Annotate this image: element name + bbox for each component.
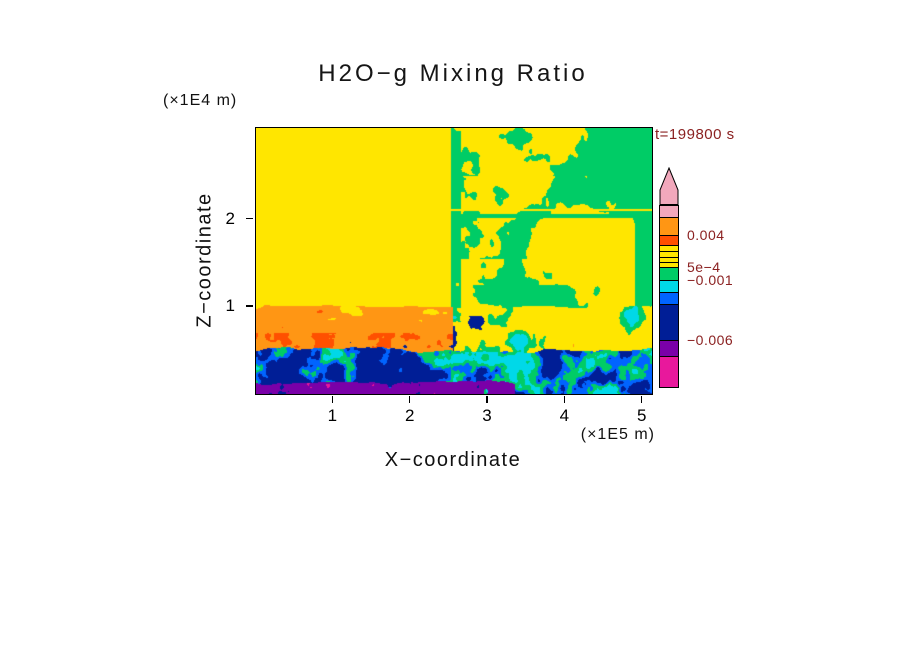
colorbar-arrow — [659, 167, 679, 205]
colorbar-segment — [660, 341, 678, 357]
x-axis-tick — [486, 396, 488, 403]
x-axis-label: X−coordinate — [384, 449, 522, 471]
y-axis-unit: (×1E4 m) — [163, 92, 238, 109]
x-tick-label: 5 — [636, 406, 647, 425]
z-axis-tick — [246, 305, 253, 307]
colorbar — [659, 167, 679, 388]
time-label: t=199800 s — [655, 126, 735, 143]
z-tick-label: 2 — [225, 208, 235, 228]
x-axis-tick — [408, 396, 411, 403]
x-axis-tick — [331, 396, 334, 403]
chart-title: H2O−g Mixing Ratio — [318, 60, 588, 87]
x-tick-label: 3 — [482, 406, 492, 425]
colorbar-segment — [660, 206, 678, 218]
colorbar-segment — [660, 252, 678, 258]
colorbar-label: −0.001 — [687, 272, 734, 288]
colorbar-segment — [660, 281, 678, 293]
colorbar-segment — [660, 218, 678, 236]
x-tick-label: 4 — [559, 406, 570, 425]
x-axis-unit: (×1E5 m) — [580, 426, 655, 443]
x-tick-label: 1 — [327, 406, 338, 425]
colorbar-arrow-shape — [659, 167, 679, 205]
colorbar-segment — [660, 258, 678, 263]
z-tick-label: 1 — [225, 295, 235, 315]
colorbar-label: 5e−4 — [687, 259, 721, 275]
colorbar-segments — [659, 205, 679, 388]
x-tick-label: 2 — [404, 406, 415, 425]
colorbar-segment — [660, 357, 678, 387]
z-axis-tick — [246, 217, 253, 220]
colorbar-label: 0.004 — [687, 227, 725, 243]
x-axis-tick — [563, 396, 566, 403]
colorbar-segment — [660, 268, 678, 281]
colorbar-segment — [660, 246, 678, 252]
colorbar-segment — [660, 263, 678, 268]
x-axis-tick — [640, 396, 643, 403]
colorbar-label: −0.006 — [687, 332, 734, 348]
colorbar-segment — [660, 305, 678, 341]
colorbar-segment — [660, 236, 678, 246]
plot-area — [255, 127, 653, 395]
colorbar-segment — [660, 293, 678, 305]
contour-field — [256, 128, 652, 394]
